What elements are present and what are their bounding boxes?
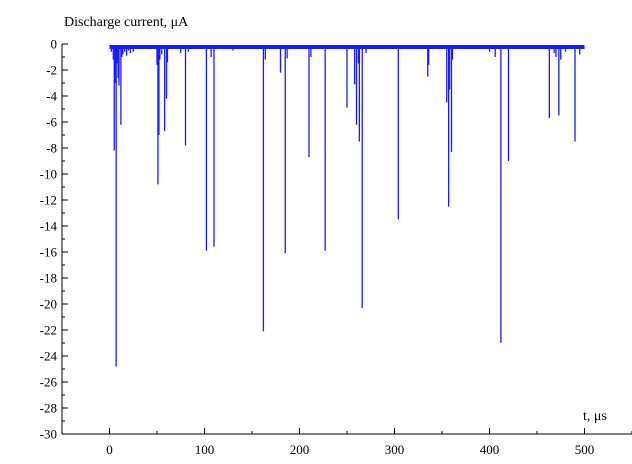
y-tick-label: -18 — [40, 271, 57, 286]
y-tick-label: -12 — [40, 193, 57, 208]
y-tick-label: -6 — [46, 115, 57, 130]
y-tick-label: -20 — [40, 297, 57, 312]
y-tick-label: -24 — [40, 349, 58, 364]
current-pulses — [109, 45, 585, 367]
y-tick-label: -10 — [40, 167, 57, 182]
y-tick-label: -2 — [46, 63, 57, 78]
x-tick-label: 400 — [480, 442, 500, 457]
x-tick-label: 0 — [106, 442, 113, 457]
y-axis-label: Discharge current, μA — [64, 15, 189, 30]
x-tick-label: 500 — [575, 442, 595, 457]
y-tick-label: -26 — [40, 375, 58, 390]
x-tick-label: 200 — [290, 442, 310, 457]
y-tick-label: -30 — [40, 427, 57, 442]
x-tick-label: 300 — [385, 442, 405, 457]
y-tick-label: -22 — [40, 323, 57, 338]
x-tick-label: 100 — [195, 442, 215, 457]
y-tick-label: -16 — [40, 245, 58, 260]
y-tick-label: 0 — [51, 37, 58, 52]
y-tick-label: -4 — [46, 89, 57, 104]
x-axis-ticks: 0 100 200 300 400 500 — [61, 428, 632, 457]
x-axis-label: t, μs — [583, 409, 607, 424]
y-axis-ticks: 0 -2 -4 -6 -8 -10 -12 -14 -16 -18 -20 -22 -24 -26 -28 -… — [40, 37, 68, 442]
y-tick-label: -8 — [46, 141, 57, 156]
y-tick-label: -28 — [40, 401, 57, 416]
y-tick-label: -14 — [40, 219, 58, 234]
